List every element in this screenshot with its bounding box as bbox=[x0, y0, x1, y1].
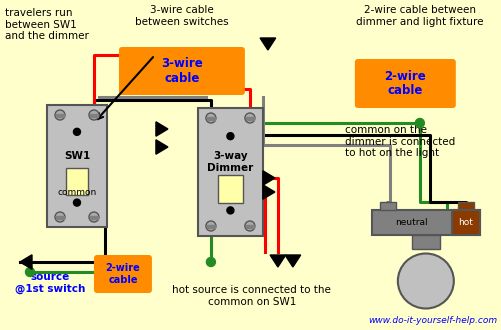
Text: hot source is connected to the
common on SW1: hot source is connected to the common on… bbox=[172, 285, 331, 307]
Text: travelers run
between SW1
and the dimmer: travelers run between SW1 and the dimmer bbox=[5, 8, 89, 41]
Text: 2-wire cable between
dimmer and light fixture: 2-wire cable between dimmer and light fi… bbox=[355, 5, 482, 27]
Circle shape bbox=[205, 113, 215, 123]
Text: SW1: SW1 bbox=[64, 151, 90, 161]
Text: 2-wire
cable: 2-wire cable bbox=[384, 70, 425, 97]
Text: hot: hot bbox=[457, 218, 472, 227]
Text: common on the
dimmer is connected
to hot on the light: common on the dimmer is connected to hot… bbox=[344, 125, 454, 158]
Bar bbox=[90, 114, 98, 116]
Bar bbox=[451, 210, 479, 235]
Polygon shape bbox=[156, 122, 168, 136]
Circle shape bbox=[55, 212, 65, 222]
Text: www.do-it-yourself-help.com: www.do-it-yourself-help.com bbox=[368, 316, 497, 325]
Polygon shape bbox=[270, 255, 285, 267]
Circle shape bbox=[244, 113, 255, 123]
Bar bbox=[56, 114, 64, 116]
Polygon shape bbox=[156, 140, 168, 154]
Text: source
@1st switch: source @1st switch bbox=[15, 272, 85, 294]
FancyBboxPatch shape bbox=[354, 59, 455, 108]
Bar bbox=[206, 116, 214, 119]
Circle shape bbox=[226, 207, 233, 214]
Polygon shape bbox=[20, 255, 32, 269]
Bar bbox=[411, 235, 439, 249]
Bar bbox=[56, 215, 64, 218]
Ellipse shape bbox=[397, 253, 453, 309]
Circle shape bbox=[206, 257, 215, 267]
Text: 3-wire cable
between switches: 3-wire cable between switches bbox=[135, 5, 228, 27]
Bar bbox=[197, 108, 263, 236]
Circle shape bbox=[205, 221, 215, 231]
Text: 3-way
Dimmer: 3-way Dimmer bbox=[207, 151, 253, 173]
Circle shape bbox=[73, 199, 80, 206]
Text: 2-wire
cable: 2-wire cable bbox=[105, 263, 140, 285]
Polygon shape bbox=[260, 38, 275, 50]
Circle shape bbox=[26, 268, 35, 277]
Polygon shape bbox=[263, 171, 275, 185]
Bar bbox=[217, 175, 242, 203]
Bar bbox=[245, 116, 254, 119]
Polygon shape bbox=[263, 185, 275, 199]
Polygon shape bbox=[285, 255, 300, 267]
Circle shape bbox=[73, 128, 80, 135]
Circle shape bbox=[89, 110, 99, 120]
Text: 3-wire
cable: 3-wire cable bbox=[161, 57, 202, 85]
Bar bbox=[245, 224, 254, 227]
FancyBboxPatch shape bbox=[94, 255, 152, 293]
FancyBboxPatch shape bbox=[119, 47, 244, 95]
Circle shape bbox=[414, 118, 423, 127]
Text: neutral: neutral bbox=[395, 218, 427, 227]
Bar bbox=[47, 105, 107, 227]
Bar bbox=[66, 168, 88, 195]
Circle shape bbox=[244, 221, 255, 231]
Text: common: common bbox=[57, 188, 96, 197]
Bar bbox=[206, 224, 214, 227]
Circle shape bbox=[89, 212, 99, 222]
Circle shape bbox=[226, 133, 233, 140]
Circle shape bbox=[55, 110, 65, 120]
Bar bbox=[371, 210, 479, 235]
Bar bbox=[379, 202, 395, 210]
Bar bbox=[90, 215, 98, 218]
Bar bbox=[457, 202, 473, 210]
